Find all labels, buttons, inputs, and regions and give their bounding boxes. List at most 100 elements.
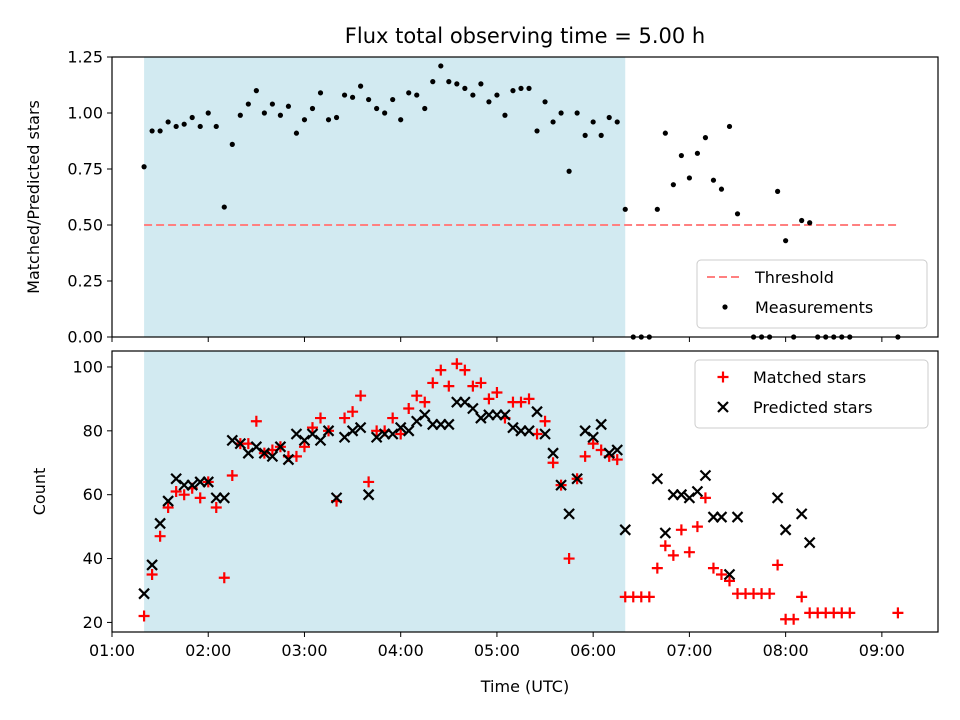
data-point: [670, 182, 676, 188]
data-point: [422, 105, 428, 112]
data-point: [298, 441, 310, 453]
y-tick-label: 80: [83, 421, 103, 440]
data-point: [403, 402, 415, 414]
data-point: [807, 220, 813, 226]
data-point: [523, 393, 535, 405]
data-point: [315, 412, 327, 424]
legend-predicted-swatch: [717, 401, 729, 413]
data-point: [726, 123, 733, 130]
data-point: [775, 188, 781, 194]
data-point: [226, 470, 238, 482]
data-point: [419, 396, 431, 408]
data-point: [772, 559, 784, 571]
y-tick-label: 0.25: [67, 272, 103, 291]
data-point: [799, 217, 805, 224]
data-point: [410, 415, 423, 428]
legend-box: [694, 359, 929, 429]
data-point: [502, 112, 508, 118]
data-point: [491, 387, 503, 399]
data-point: [226, 434, 239, 447]
data-point: [418, 409, 431, 421]
data-point: [462, 85, 468, 91]
data-point: [764, 588, 776, 600]
data-point: [349, 94, 356, 100]
data-point: [414, 92, 420, 98]
data-point: [258, 447, 271, 459]
data-point: [386, 428, 399, 440]
data-point: [430, 79, 436, 85]
data-point: [306, 422, 318, 434]
data-point: [510, 88, 516, 94]
data-point: [619, 524, 632, 536]
data-point: [202, 476, 215, 488]
y-tick-label: 0.50: [67, 216, 103, 235]
data-point: [731, 511, 744, 523]
series-measurements: [141, 63, 901, 340]
data-point: [173, 123, 179, 130]
legend-label: Threshold: [754, 268, 834, 287]
data-point: [446, 79, 452, 85]
y-tick-label: 0.00: [67, 328, 103, 347]
data-point: [363, 476, 375, 488]
data-point: [274, 441, 287, 453]
data-point: [157, 128, 163, 134]
data-point: [435, 364, 447, 376]
data-point: [566, 168, 572, 174]
legend-box: [696, 259, 928, 329]
data-point: [475, 377, 487, 389]
data-point: [467, 402, 479, 415]
top-panel: 0.00 0.25 0.50 0.75 1.00 1.25 Matched/Predicte…: [24, 48, 939, 347]
data-point: [178, 489, 190, 501]
data-point: [387, 412, 399, 424]
data-point: [515, 396, 527, 408]
y-tick-label: 40: [83, 549, 103, 568]
data-point: [354, 421, 367, 434]
data-point: [358, 83, 364, 89]
y-tick-label: 0.75: [67, 160, 103, 179]
data-point: [590, 119, 596, 125]
x-tick-label: 09:00: [859, 641, 905, 660]
data-point: [341, 92, 348, 98]
data-point: [563, 508, 575, 520]
observing-window-span: [144, 351, 626, 632]
data-point: [539, 428, 551, 440]
data-point: [470, 92, 476, 98]
bottom-axes-frame: [111, 350, 939, 633]
data-point: [518, 85, 524, 91]
data-point: [459, 364, 471, 376]
data-point: [170, 486, 182, 497]
data-point: [197, 123, 203, 130]
data-point: [707, 562, 719, 574]
data-point: [579, 425, 591, 437]
data-point: [427, 377, 439, 389]
data-point: [550, 119, 556, 125]
x-tick-label: 07:00: [666, 641, 712, 660]
data-point: [715, 511, 728, 523]
data-point: [691, 485, 704, 498]
x-tick-label: 08:00: [763, 641, 809, 660]
data-point: [309, 105, 316, 112]
chart-title: Flux total observing time = 5.00 h: [345, 24, 705, 48]
data-point: [678, 152, 684, 159]
data-point: [547, 457, 559, 469]
legend: Threshold Measurements: [696, 259, 928, 329]
data-point: [154, 530, 166, 542]
data-point: [221, 204, 227, 210]
data-point: [723, 568, 736, 581]
data-point: [475, 412, 487, 424]
data-point: [499, 409, 511, 421]
data-point: [149, 128, 155, 134]
data-point: [443, 418, 455, 431]
y-axis-label: Matched/Predicted stars: [24, 100, 43, 294]
data-point: [218, 492, 231, 504]
data-point: [734, 211, 741, 217]
data-point: [269, 101, 275, 107]
x-tick-label: 05:00: [474, 641, 520, 660]
data-point: [803, 536, 816, 549]
data-point: [702, 135, 709, 141]
data-point: [390, 96, 396, 103]
data-point: [686, 175, 692, 181]
x-axis-label: Time (UTC): [480, 677, 569, 696]
data-point: [250, 441, 263, 453]
data-point: [293, 130, 300, 136]
